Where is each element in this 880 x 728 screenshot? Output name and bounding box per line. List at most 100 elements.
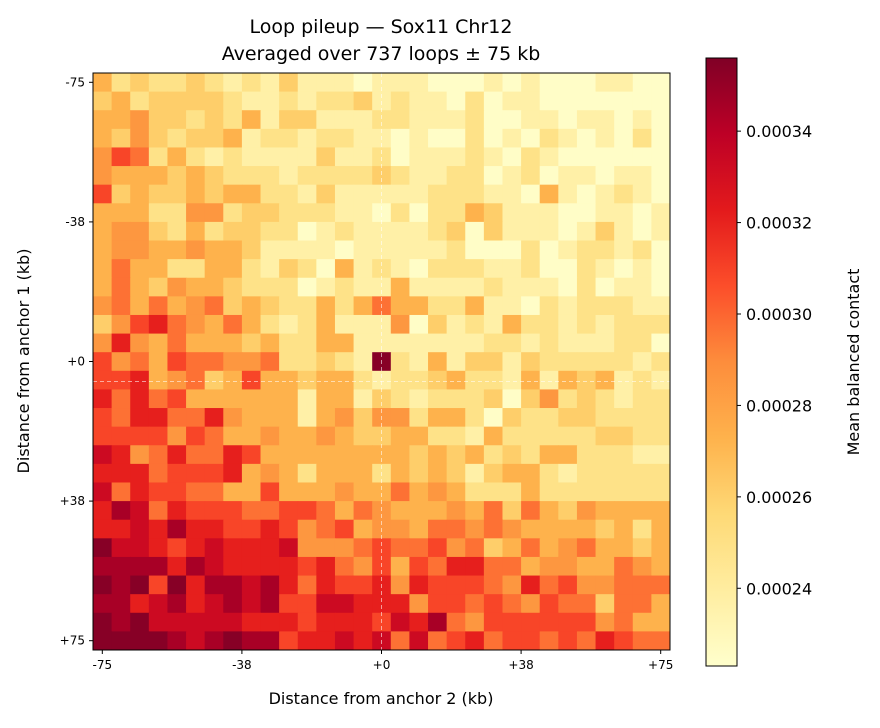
heatmap-cell	[353, 501, 373, 521]
heatmap-cell	[334, 128, 355, 148]
heatmap-cell	[558, 221, 578, 242]
heatmap-cell	[595, 240, 615, 260]
heatmap-cell	[390, 612, 410, 632]
heatmap-cell	[148, 184, 168, 204]
heatmap-cell	[483, 631, 503, 651]
heatmap-cell	[93, 203, 113, 223]
heatmap-cell	[614, 333, 634, 353]
heatmap-cell	[204, 333, 224, 353]
heatmap-cell	[334, 575, 355, 595]
heatmap-cell	[204, 147, 224, 167]
heatmap-cell	[241, 314, 262, 335]
heatmap-cell	[521, 575, 541, 595]
heatmap-cell	[316, 463, 336, 483]
heatmap-cell	[465, 501, 485, 521]
heatmap-cell	[148, 426, 168, 446]
heatmap-cell	[521, 370, 541, 390]
heatmap-cell	[390, 389, 410, 409]
heatmap-cell	[241, 184, 262, 204]
heatmap-cell	[204, 73, 224, 93]
colorbar-tick-label: 0.00026	[746, 488, 812, 507]
heatmap-cell	[651, 128, 671, 148]
colorbar-tick-label: 0.00030	[746, 305, 812, 324]
heatmap-cell	[502, 73, 522, 93]
heatmap-cell	[93, 463, 113, 483]
heatmap-cell	[446, 91, 466, 111]
heatmap-cell	[632, 370, 652, 390]
heatmap-cell	[316, 296, 336, 316]
heatmap-cell	[223, 370, 243, 390]
heatmap-cell	[614, 91, 634, 111]
heatmap-cell	[297, 296, 317, 316]
heatmap-cell	[539, 73, 559, 93]
heatmap-cell	[465, 612, 485, 632]
heatmap-cell	[483, 612, 503, 632]
heatmap-cell	[316, 184, 336, 204]
heatmap-cell	[483, 389, 503, 409]
heatmap-cell	[148, 538, 168, 558]
heatmap-cell	[651, 426, 671, 446]
heatmap-cell	[334, 203, 355, 223]
heatmap-cell	[316, 426, 336, 446]
heatmap-cell	[465, 519, 485, 539]
heatmap-cell	[502, 91, 522, 111]
heatmap-cell	[111, 352, 131, 372]
heatmap-cell	[502, 501, 522, 521]
heatmap-cell	[558, 128, 578, 148]
heatmap-cell	[558, 203, 578, 223]
colorbar-tick-label: 0.00024	[746, 579, 812, 598]
heatmap-cell	[334, 408, 355, 428]
heatmap-cell	[260, 259, 280, 279]
heatmap-cell	[483, 314, 503, 335]
heatmap-cell	[353, 259, 373, 279]
heatmap-cell	[595, 277, 615, 297]
heatmap-cell	[614, 445, 634, 465]
heatmap-cell	[521, 389, 541, 409]
heatmap-cell	[372, 314, 392, 335]
heatmap-cell	[111, 240, 131, 260]
heatmap-cell	[334, 426, 355, 446]
heatmap-cell	[446, 501, 466, 521]
heatmap-cell	[130, 128, 150, 148]
heatmap-cell	[111, 389, 131, 409]
heatmap-cell	[93, 259, 113, 279]
heatmap-cell	[651, 314, 671, 335]
heatmap-cell	[558, 110, 578, 130]
heatmap-cell	[539, 370, 559, 390]
heatmap-cell	[148, 221, 168, 242]
heatmap-cell	[130, 370, 150, 390]
heatmap-cell	[223, 389, 243, 409]
heatmap-cell	[186, 333, 206, 353]
heatmap-cell	[428, 333, 448, 353]
heatmap-cell	[223, 575, 243, 595]
heatmap-cell	[111, 184, 131, 204]
heatmap-cell	[576, 538, 597, 558]
heatmap-cell	[558, 389, 578, 409]
heatmap-cell	[148, 73, 168, 93]
heatmap-cell	[632, 314, 652, 335]
heatmap-cell	[651, 91, 671, 111]
heatmap-cell	[614, 463, 634, 483]
heatmap-cell	[390, 426, 410, 446]
heatmap-cell	[241, 519, 262, 539]
heatmap-cell	[148, 445, 168, 465]
heatmap-cell	[539, 314, 559, 335]
heatmap-cell	[93, 352, 113, 372]
heatmap-cell	[297, 352, 317, 372]
heatmap-cell	[502, 240, 522, 260]
heatmap-cell	[390, 482, 410, 502]
heatmap-cell	[297, 184, 317, 204]
heatmap-cell	[390, 203, 410, 223]
heatmap-cell	[502, 259, 522, 279]
heatmap-cell	[632, 501, 652, 521]
heatmap-cell	[167, 110, 187, 130]
heatmap-cell	[521, 277, 541, 297]
heatmap-cell	[186, 519, 206, 539]
heatmap-cell	[502, 314, 522, 335]
heatmap-cell	[558, 147, 578, 167]
heatmap-cell	[297, 463, 317, 483]
heatmap-cell	[465, 445, 485, 465]
heatmap-cell	[390, 594, 410, 614]
heatmap-cell	[539, 612, 559, 632]
heatmap-cell	[148, 501, 168, 521]
